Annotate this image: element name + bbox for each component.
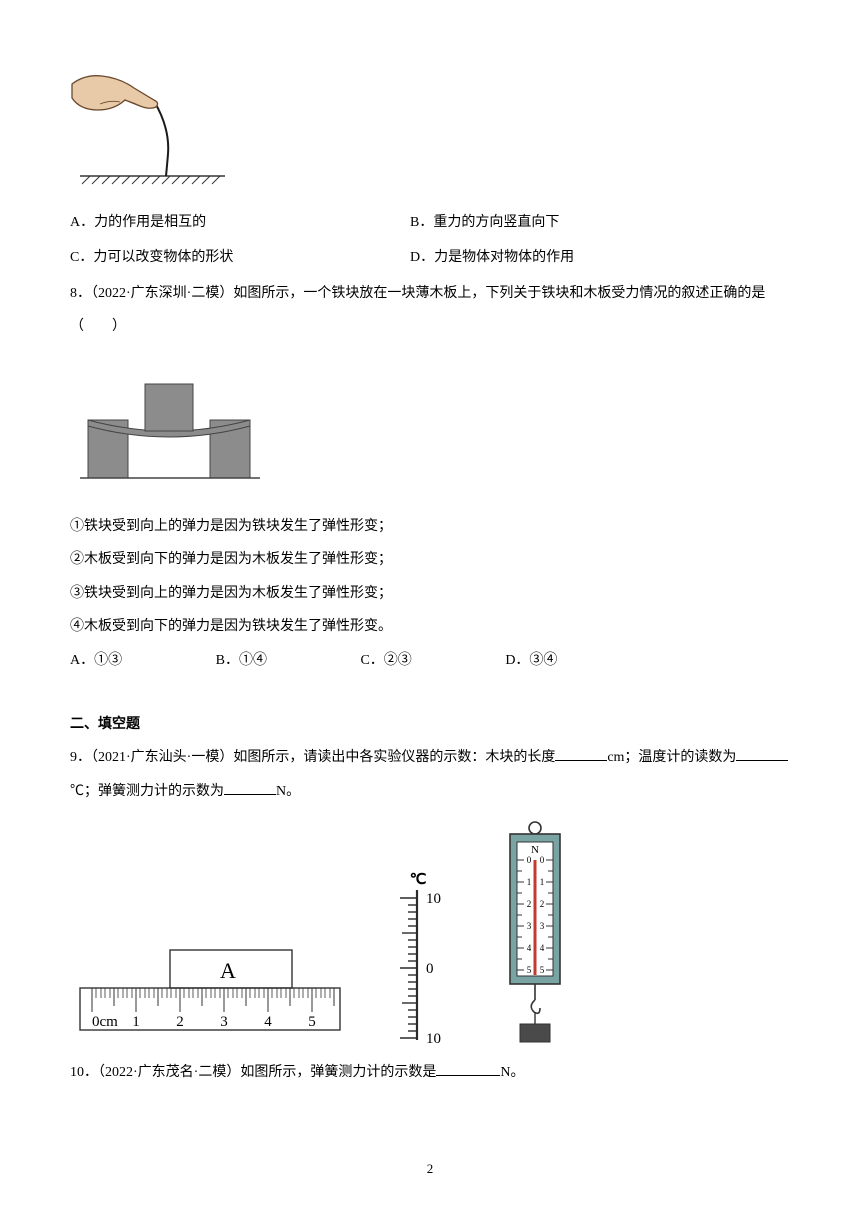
- q8-stmt3: ③铁块受到向上的弹力是因为木板发生了弹性形变；: [70, 577, 790, 611]
- svg-text:1: 1: [132, 1014, 140, 1030]
- svg-text:0cm: 0cm: [92, 1014, 118, 1030]
- q10-blank: [436, 1062, 500, 1076]
- q9-stem-c: ℃；弹簧测力计的示数为: [70, 784, 224, 799]
- q9-blank2: [736, 747, 788, 761]
- svg-text:3: 3: [540, 921, 545, 931]
- q10-stem: 10．（2022·广东茂名·二模）如图所示，弹簧测力计的示数是 N。: [70, 1056, 790, 1090]
- svg-text:0: 0: [527, 855, 532, 865]
- svg-text:A: A: [220, 958, 236, 983]
- svg-text:3: 3: [527, 921, 532, 931]
- svg-text:N: N: [531, 844, 539, 856]
- svg-text:2: 2: [176, 1014, 184, 1030]
- q8-figure: [70, 350, 790, 504]
- q10-stem-b: N。: [500, 1065, 524, 1080]
- svg-text:4: 4: [264, 1014, 272, 1030]
- svg-text:10: 10: [426, 891, 441, 907]
- q7-option-c: C．力可以改变物体的形状: [70, 241, 410, 275]
- q9-instruments: A: [70, 818, 790, 1048]
- q7-figure: [70, 66, 790, 200]
- svg-text:5: 5: [540, 965, 545, 975]
- q9-blank3: [224, 781, 276, 795]
- svg-text:0: 0: [540, 855, 545, 865]
- q9-stem-a: 9．（2021·广东汕头·一模）如图所示，请读出中各实验仪器的示数：木块的长度: [70, 750, 555, 765]
- q8-stmt1: ①铁块受到向上的弹力是因为铁块发生了弹性形变；: [70, 510, 790, 544]
- q8-option-b: B．①④: [216, 644, 267, 678]
- q9-stem-d: N。: [276, 784, 300, 799]
- svg-text:10: 10: [426, 1031, 441, 1047]
- q8-stem: 8．（2022·广东深圳·二模）如图所示，一个铁块放在一块薄木板上，下列关于铁块…: [70, 277, 790, 344]
- svg-text:℃: ℃: [410, 872, 427, 888]
- ruler-figure: A: [70, 928, 350, 1048]
- q9-stem-b: cm；温度计的读数为: [607, 750, 736, 765]
- q8-option-a: A．①③: [70, 644, 122, 678]
- q7-option-b: B．重力的方向竖直向下: [410, 206, 750, 240]
- q9-stem: 9．（2021·广东汕头·一模）如图所示，请读出中各实验仪器的示数：木块的长度 c…: [70, 741, 790, 808]
- svg-text:1: 1: [540, 877, 545, 887]
- q10-stem-a: 10．（2022·广东茂名·二模）如图所示，弹簧测力计的示数是: [70, 1065, 436, 1080]
- svg-text:4: 4: [527, 943, 532, 953]
- q7-option-a: A．力的作用是相互的: [70, 206, 410, 240]
- q7-options-row1: A．力的作用是相互的 B．重力的方向竖直向下: [70, 206, 790, 240]
- svg-text:5: 5: [527, 965, 532, 975]
- q7-options-row2: C．力可以改变物体的形状 D．力是物体对物体的作用: [70, 241, 790, 275]
- svg-text:3: 3: [220, 1014, 228, 1030]
- svg-text:1: 1: [527, 877, 532, 887]
- section2-header: 二、填空题: [70, 708, 790, 742]
- svg-text:2: 2: [540, 899, 545, 909]
- svg-text:4: 4: [540, 943, 545, 953]
- svg-text:0: 0: [426, 961, 434, 977]
- dynamometer-figure: N 0 0 1 1 2 2 3 3 4 4 5 5: [490, 818, 580, 1048]
- q8-stmt4: ④木板受到向下的弹力是因为铁块发生了弹性形变。: [70, 610, 790, 644]
- svg-text:2: 2: [527, 899, 532, 909]
- thermometer-figure: ℃ 10 0 10: [380, 868, 460, 1048]
- q8-options: A．①③ B．①④ C．②③ D．③④: [70, 644, 790, 678]
- q9-blank1: [555, 747, 607, 761]
- svg-text:5: 5: [308, 1014, 316, 1030]
- q7-option-d: D．力是物体对物体的作用: [410, 241, 750, 275]
- page-number: 2: [0, 1153, 860, 1184]
- q8-option-c: C．②③: [360, 644, 411, 678]
- q8-stmt2: ②木板受到向下的弹力是因为木板发生了弹性形变；: [70, 543, 790, 577]
- q8-option-d: D．③④: [505, 644, 557, 678]
